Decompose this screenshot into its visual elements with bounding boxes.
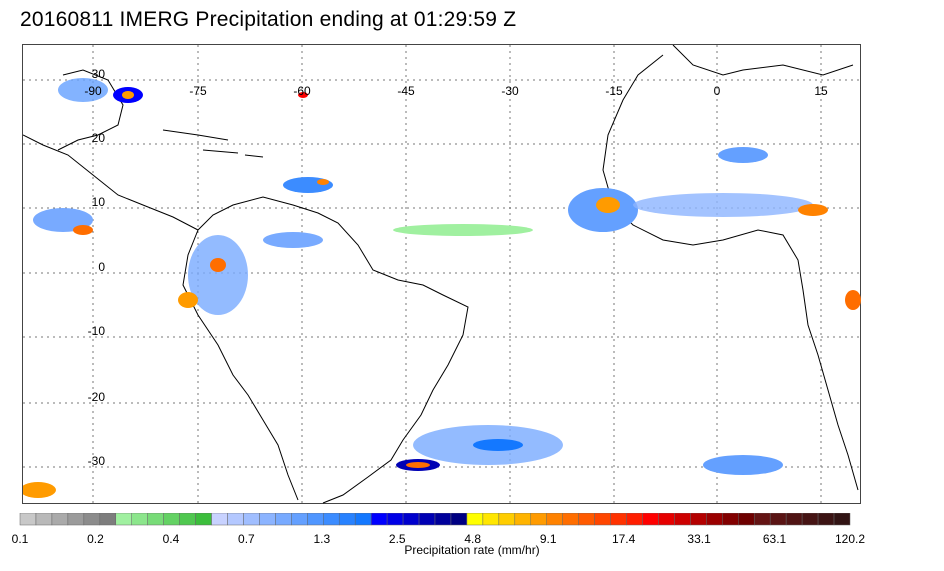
colorbar-tick-label: 0.4 [162, 532, 180, 546]
colorbar-swatch [738, 513, 755, 526]
colorbar-swatch [514, 513, 532, 526]
colorbar-swatch [147, 513, 164, 526]
colorbar-swatch [642, 513, 659, 526]
colorbar-swatch [131, 513, 148, 526]
colorbar-swatch [51, 513, 69, 526]
colorbar-swatch [179, 513, 196, 526]
latitude-label: 20 [92, 131, 106, 145]
colorbar-swatch [83, 513, 101, 526]
colorbar-swatch [163, 513, 180, 526]
latitude-label: 0 [98, 260, 105, 274]
colorbar-swatch [674, 513, 691, 526]
colorbar-tick-label: 0.7 [238, 532, 255, 546]
colorbar-tick-label: 0.1 [11, 532, 29, 546]
colorbar-swatch [530, 513, 547, 526]
colorbar-swatch [785, 513, 803, 526]
colorbar-swatch [259, 513, 276, 526]
colorbar-swatch [307, 513, 324, 526]
colorbar-swatch [323, 513, 340, 526]
colorbar-tick-label: 63.1 [762, 532, 787, 546]
colorbar-swatch [402, 513, 420, 526]
colorbar-swatch [35, 513, 53, 526]
colorbar-tick-label: 9.1 [539, 532, 557, 546]
colorbar-swatch [243, 513, 260, 526]
latitude-label: -20 [88, 390, 106, 404]
colorbar-tick-label: 2.5 [388, 532, 406, 546]
longitude-label: 0 [714, 84, 721, 98]
longitude-label: -30 [501, 84, 519, 98]
colorbar-swatch [562, 513, 579, 526]
colorbar-swatch [115, 513, 132, 526]
colorbar-swatch [67, 513, 85, 526]
colorbar-swatch [466, 513, 484, 526]
colorbar-swatch [338, 513, 356, 526]
colorbar-title: Precipitation rate (mm/hr) [404, 543, 540, 557]
colorbar-swatch [370, 513, 388, 526]
graticule [23, 45, 862, 505]
colorbar-swatch [706, 513, 723, 526]
colorbar-swatch [291, 513, 308, 526]
colorbar-tick-label: 120.2 [834, 532, 866, 546]
map-frame: -90 -75 -60 -45 -30 -15 0 15 30 20 10 0 -10 -20 -30 [22, 44, 862, 505]
longitude-label: -15 [605, 84, 623, 98]
colorbar-swatch [99, 513, 117, 526]
latitude-label: -30 [88, 454, 106, 468]
map-title: 20160811 IMERG Precipitation ending at 0… [20, 8, 517, 31]
colorbar-swatch [482, 513, 500, 526]
colorbar-swatch [498, 513, 516, 526]
longitude-label: -60 [293, 84, 311, 98]
longitude-label: -45 [397, 84, 415, 98]
colorbar-swatch [801, 513, 819, 526]
precipitation-cells [23, 78, 861, 498]
colorbar-swatch [195, 513, 212, 526]
colorbar-swatch [722, 513, 739, 526]
coastlines [23, 45, 859, 504]
colorbar-swatch [594, 513, 611, 526]
colorbar-swatch [450, 513, 468, 526]
colorbar-swatch [690, 513, 707, 526]
colorbar-swatch [610, 513, 627, 526]
colorbar-swatch [354, 513, 372, 526]
colorbar-tick-label: 33.1 [687, 532, 711, 546]
colorbar-swatch [227, 513, 244, 526]
colorbar-swatch [386, 513, 404, 526]
colorbar-swatch [418, 513, 436, 526]
colorbar-swatch [578, 513, 595, 526]
colorbar-swatch [434, 513, 452, 526]
colorbar-tick-label: 17.4 [611, 532, 636, 546]
colorbar-swatch [753, 513, 771, 526]
latitude-label: 30 [92, 67, 106, 81]
colorbar-swatch [817, 513, 835, 526]
colorbar-swatch [211, 513, 228, 526]
colorbar-tick-label: 4.8 [464, 532, 482, 546]
colorbar [19, 513, 851, 526]
precipitation-map: -90 -75 -60 -45 -30 -15 0 15 30 20 10 0 -10 -20 -30 [23, 45, 862, 505]
colorbar-swatch [275, 513, 292, 526]
colorbar-swatch [546, 513, 563, 526]
colorbar-swatch [769, 513, 787, 526]
colorbar-swatch [626, 513, 643, 526]
colorbar-swatch [658, 513, 675, 526]
latitude-labels: 30 20 10 0 -10 -20 -30 [88, 67, 106, 468]
latitude-label: -10 [88, 324, 106, 338]
longitude-label: 15 [814, 84, 828, 98]
colorbar-tick-label: 1.3 [313, 532, 331, 546]
longitude-label: -90 [84, 84, 102, 98]
longitude-label: -75 [189, 84, 207, 98]
colorbar-tick-label: 0.2 [87, 532, 104, 546]
colorbar-swatch [833, 513, 851, 526]
latitude-label: 10 [92, 195, 106, 209]
colorbar-swatch [19, 513, 37, 526]
longitude-labels: -90 -75 -60 -45 -30 -15 0 15 [84, 84, 828, 98]
